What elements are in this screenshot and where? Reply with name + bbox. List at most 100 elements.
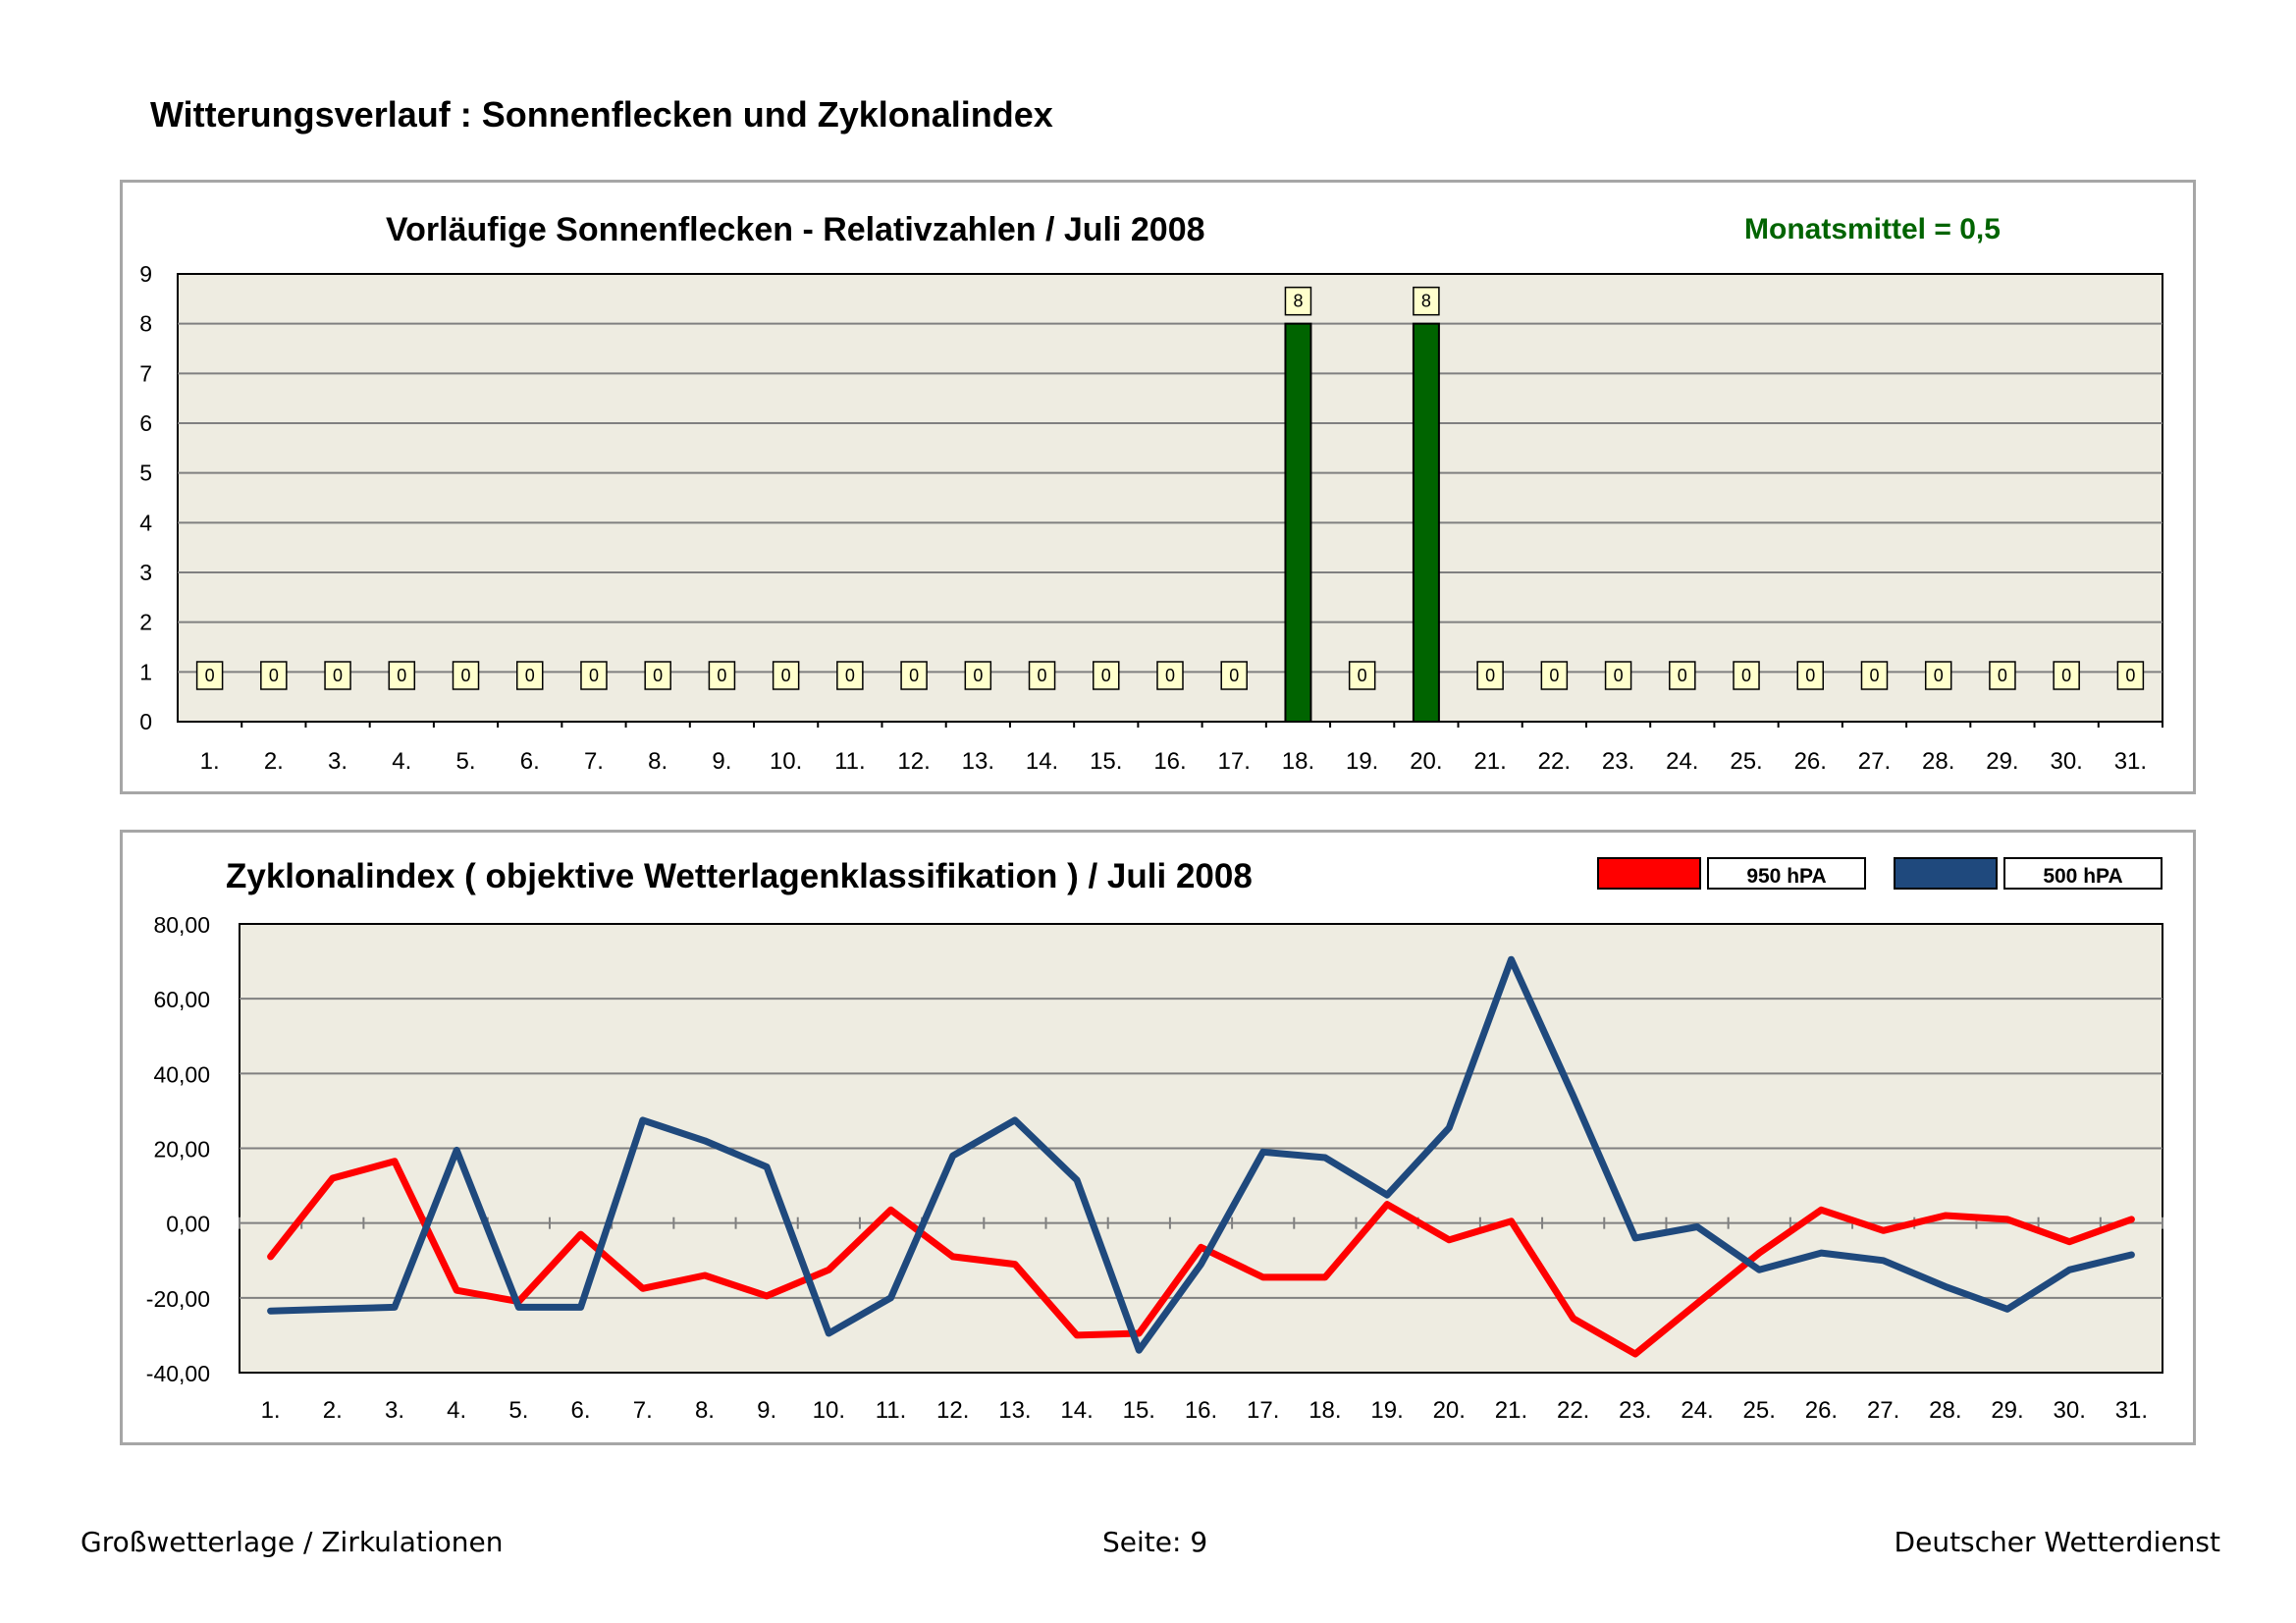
x-tick-label: 2.: [264, 748, 284, 775]
y-tick-label: 0: [139, 709, 152, 734]
x-tick-label: 12.: [897, 748, 930, 775]
x-tick-label: 9.: [757, 1397, 776, 1424]
legend-label: 950 hPA: [1746, 865, 1826, 888]
data-label-box: [900, 661, 928, 690]
chart-title: Zyklonalindex ( objektive Wetterlagenkla…: [226, 857, 1253, 895]
x-tick-label: 2.: [323, 1397, 343, 1424]
x-tick-label: 1.: [261, 1397, 281, 1424]
data-label: 0: [1485, 666, 1495, 685]
x-tick-label: 28.: [1922, 748, 1954, 775]
x-tick-label: 30.: [2050, 748, 2082, 775]
x-tick-label: 12.: [936, 1397, 969, 1424]
data-label: 0: [1741, 666, 1751, 685]
data-label-box: [708, 661, 736, 690]
data-label: 0: [1614, 666, 1624, 685]
footer-right: Deutscher Wetterdienst: [1894, 1526, 2220, 1558]
series-line-500-hpa: [267, 955, 2135, 1354]
x-tick-label: 26.: [1794, 748, 1827, 775]
data-label-box: [1669, 661, 1696, 690]
x-tick-label: 15.: [1123, 1397, 1155, 1424]
data-label: 0: [717, 666, 726, 685]
data-label-box: [388, 661, 416, 690]
data-label: 0: [781, 666, 791, 685]
data-label-box: [195, 661, 224, 690]
chart-title: Vorläufige Sonnenflecken - Relativzahlen…: [386, 211, 1205, 248]
y-tick-label: 8: [139, 311, 152, 337]
data-label-box: [1924, 661, 1952, 690]
legend-swatch: [1894, 857, 1998, 890]
legend-swatch: [1597, 857, 1701, 890]
x-tick-label: 19.: [1370, 1397, 1403, 1424]
y-tick-label: 1: [139, 659, 152, 684]
data-label: 0: [461, 666, 471, 685]
data-label: 8: [1293, 292, 1303, 311]
x-tick-label: 23.: [1619, 1397, 1651, 1424]
data-label: 0: [845, 666, 855, 685]
data-label: 0: [1229, 666, 1239, 685]
data-label-box: [580, 661, 608, 690]
x-tick-label: 17.: [1247, 1397, 1279, 1424]
data-label-box: [1540, 661, 1569, 690]
y-tick-label: 0,00: [166, 1212, 210, 1237]
x-tick-label: 1.: [200, 748, 220, 775]
legend-label-box: [1707, 857, 1866, 890]
data-label: 0: [1678, 666, 1687, 685]
data-label: 0: [2125, 666, 2135, 685]
x-tick-label: 3.: [385, 1397, 404, 1424]
legend-label: 500 hPA: [2043, 865, 2122, 888]
data-label: 0: [1549, 666, 1559, 685]
x-tick-label: 7.: [633, 1397, 653, 1424]
x-tick-label: 27.: [1858, 748, 1891, 775]
y-tick-label: 2: [139, 610, 152, 635]
plot-area: [177, 273, 2163, 723]
x-tick-label: 5.: [456, 748, 476, 775]
x-tick-label: 4.: [392, 748, 411, 775]
x-tick-label: 18.: [1308, 1397, 1341, 1424]
data-label-box: [1156, 661, 1184, 690]
x-tick-label: 29.: [1991, 1397, 2023, 1424]
data-label-box: [772, 661, 800, 690]
y-tick-label: 9: [139, 261, 152, 287]
data-label-box: [515, 661, 544, 690]
x-tick-label: 4.: [447, 1397, 466, 1424]
x-tick-label: 22.: [1557, 1397, 1589, 1424]
x-tick-label: 9.: [712, 748, 731, 775]
x-tick-label: 6.: [520, 748, 540, 775]
y-tick-label: 40,00: [153, 1061, 210, 1087]
x-tick-label: 13.: [998, 1397, 1031, 1424]
data-label: 0: [1869, 666, 1879, 685]
data-label: 0: [1934, 666, 1944, 685]
data-label-box: [964, 661, 992, 690]
data-label-box: [2116, 661, 2145, 690]
x-tick-label: 11.: [834, 748, 866, 775]
x-tick-label: 30.: [2054, 1397, 2086, 1424]
data-label-box: [1413, 286, 1440, 316]
x-tick-label: 21.: [1473, 748, 1506, 775]
data-label: 0: [1805, 666, 1815, 685]
x-tick-label: 27.: [1867, 1397, 1899, 1424]
y-tick-label: 3: [139, 560, 152, 585]
x-tick-label: 16.: [1153, 748, 1186, 775]
y-tick-label: 7: [139, 360, 152, 386]
x-tick-label: 13.: [962, 748, 994, 775]
x-tick-label: 15.: [1090, 748, 1122, 775]
data-label-box: [1604, 661, 1632, 690]
x-tick-label: 28.: [1929, 1397, 1961, 1424]
x-tick-label: 31.: [2115, 1397, 2148, 1424]
data-label-box: [452, 661, 480, 690]
x-tick-label: 3.: [328, 748, 347, 775]
data-label-box: [1220, 661, 1248, 690]
x-tick-label: 26.: [1805, 1397, 1838, 1424]
y-tick-label: 20,00: [153, 1137, 210, 1163]
x-tick-label: 23.: [1602, 748, 1634, 775]
data-label: 0: [1358, 666, 1367, 685]
bar: [1284, 322, 1312, 723]
data-label: 8: [1421, 292, 1431, 311]
x-tick-label: 5.: [508, 1397, 528, 1424]
data-label-box: [260, 661, 288, 690]
data-label-box: [1348, 661, 1376, 690]
x-tick-label: 19.: [1346, 748, 1378, 775]
x-tick-label: 14.: [1026, 748, 1058, 775]
data-label-box: [836, 661, 864, 690]
